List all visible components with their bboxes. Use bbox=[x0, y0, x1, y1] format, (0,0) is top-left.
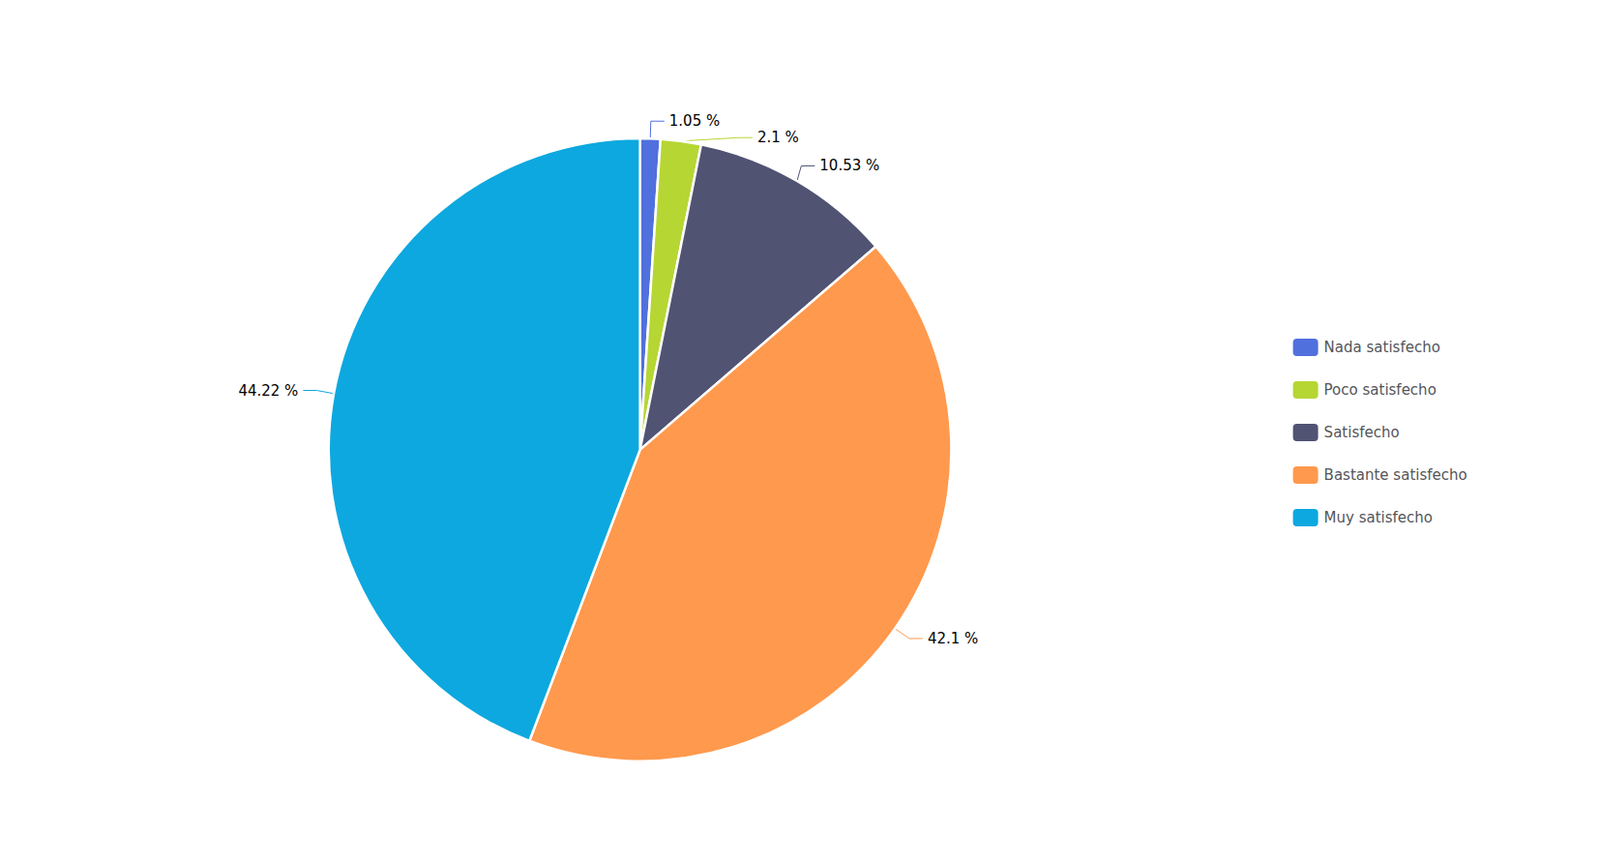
svg-text:44.22 %: 44.22 % bbox=[237, 382, 298, 400]
svg-text:Poco satisfecho: Poco satisfecho bbox=[1324, 381, 1437, 399]
svg-text:Nada satisfecho: Nada satisfecho bbox=[1324, 338, 1441, 356]
svg-text:1.05 %: 1.05 % bbox=[669, 112, 720, 130]
svg-text:Satisfecho: Satisfecho bbox=[1324, 423, 1400, 442]
svg-text:Bastante satisfecho: Bastante satisfecho bbox=[1324, 466, 1468, 484]
svg-text:Muy satisfecho: Muy satisfecho bbox=[1324, 508, 1433, 527]
svg-text:2.1 %: 2.1 % bbox=[757, 128, 800, 147]
svg-text:10.53 %: 10.53 % bbox=[819, 156, 880, 175]
svg-text:42.1 %: 42.1 % bbox=[927, 629, 978, 648]
